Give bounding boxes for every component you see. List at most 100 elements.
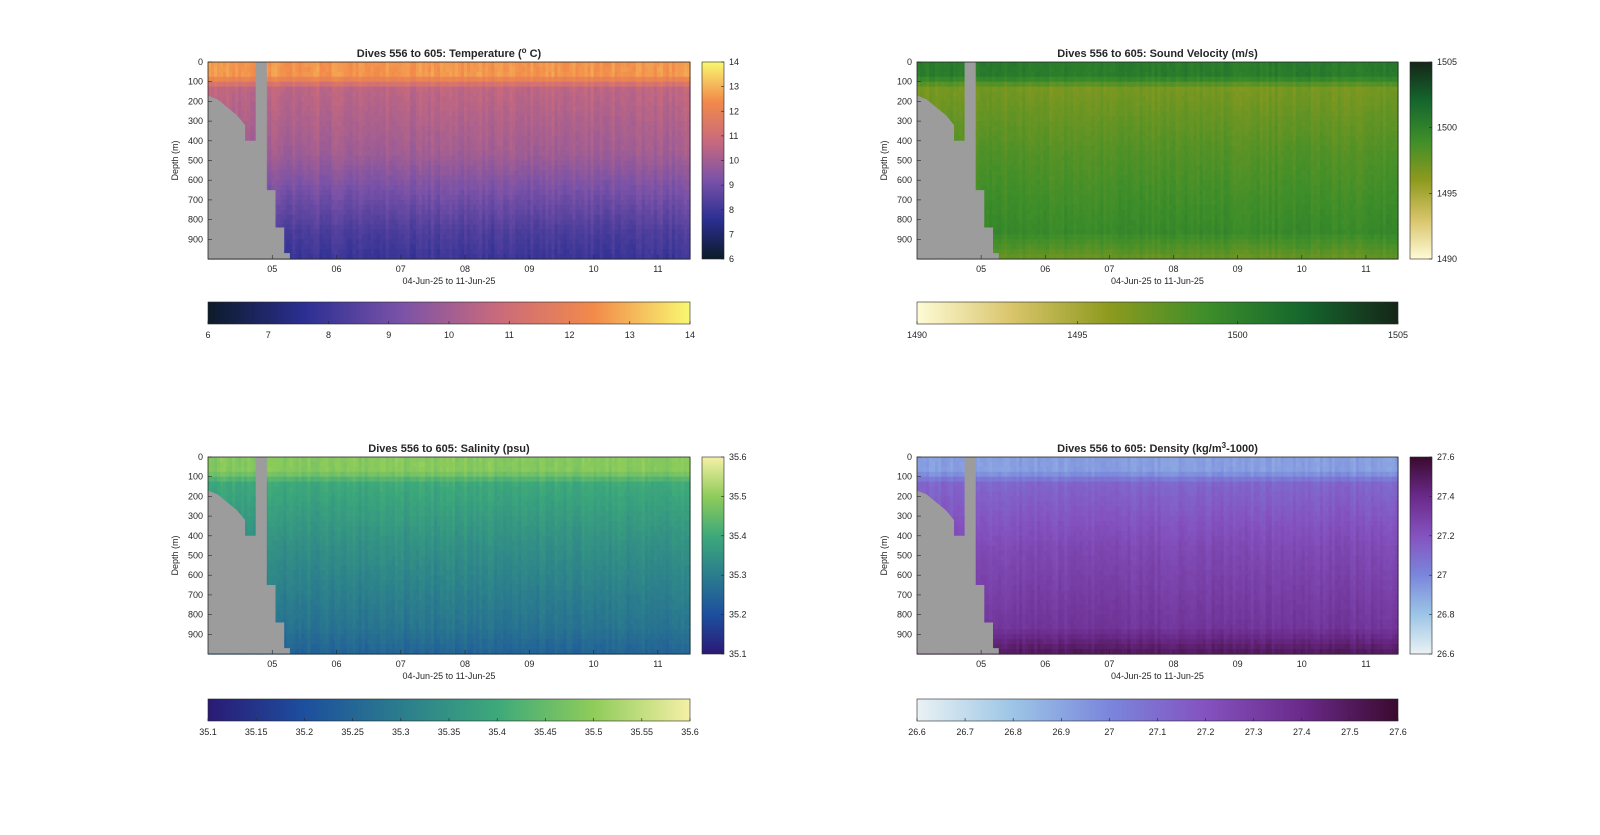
bottom-colorbar-tick: 26.8 [1004,727,1022,737]
x-tick-label: 09 [1233,264,1243,274]
bottom-colorbar-tick: 1505 [1388,330,1408,340]
bottom-colorbar-tick: 35.15 [245,727,268,737]
bottom-colorbar-tick: 12 [564,330,574,340]
bottom-colorbar-tick: 35.3 [392,727,410,737]
x-tick-label: 08 [460,264,470,274]
y-tick-label: 300 [897,116,912,126]
side-colorbar-tick: 27.6 [1437,452,1455,462]
bottom-colorbar-tick: 26.6 [908,727,926,737]
bottom-colorbar-tick: 26.7 [956,727,974,737]
x-tick-label: 11 [1361,659,1370,669]
y-tick-label: 900 [897,234,912,244]
side-colorbar [702,62,724,259]
side-colorbar-tick: 35.6 [729,452,747,462]
side-colorbar-tick: 27.4 [1437,491,1455,501]
side-colorbar-tick: 35.4 [729,531,747,541]
bottom-colorbar [917,699,1398,721]
bottom-colorbar-tick: 7 [266,330,271,340]
y-tick-label: 800 [897,610,912,620]
y-tick-label: 400 [188,136,203,146]
y-tick-label: 500 [188,551,203,561]
side-colorbar-tick: 12 [729,106,739,116]
bottom-colorbar-tick: 1495 [1067,330,1087,340]
bottom-colorbar-tick: 35.25 [341,727,364,737]
side-colorbar-tick: 9 [729,180,734,190]
y-tick-label: 600 [188,175,203,185]
y-tick-label: 600 [188,570,203,580]
x-tick-label: 08 [1169,659,1179,669]
x-tick-label: 09 [1233,659,1243,669]
side-colorbar-tick: 27.2 [1437,531,1455,541]
x-tick-label: 10 [1297,264,1307,274]
side-colorbar-tick: 35.2 [729,610,747,620]
chart-title: Dives 556 to 605: Density (kg/m3-1000) [1057,441,1258,456]
bottom-colorbar-tick: 35.6 [681,727,699,737]
bottom-colorbar-tick: 13 [625,330,635,340]
side-colorbar-tick: 35.5 [729,491,747,501]
y-axis-label: Depth (m) [879,535,889,575]
x-tick-label: 07 [396,659,406,669]
x-tick-label: 05 [267,659,277,669]
bottom-colorbar-tick: 27.5 [1341,727,1359,737]
y-tick-label: 900 [897,629,912,639]
y-tick-label: 700 [897,195,912,205]
x-tick-label: 09 [524,264,534,274]
bottom-colorbar-tick: 35.45 [534,727,557,737]
chart-title: Dives 556 to 605: Sound Velocity (m/s) [1057,48,1258,60]
x-tick-label: 10 [589,264,599,274]
y-tick-label: 900 [188,234,203,244]
y-tick-label: 400 [897,531,912,541]
side-colorbar-tick: 7 [729,229,734,239]
y-tick-label: 0 [198,452,203,462]
y-tick-label: 700 [188,195,203,205]
x-tick-label: 05 [267,264,277,274]
bottom-colorbar-tick: 35.35 [438,727,461,737]
y-tick-label: 300 [897,511,912,521]
y-tick-label: 300 [188,511,203,521]
x-axis-label: 04-Jun-25 to 11-Jun-25 [1111,671,1204,681]
bottom-colorbar-tick: 10 [444,330,454,340]
bottom-colorbar-tick: 27.4 [1293,727,1311,737]
x-tick-label: 10 [589,659,599,669]
y-axis-label: Depth (m) [170,140,180,180]
bottom-colorbar-tick: 1500 [1228,330,1248,340]
bottom-colorbar-tick: 35.4 [488,727,506,737]
y-tick-label: 600 [897,175,912,185]
side-colorbar-tick: 1505 [1437,57,1457,67]
side-colorbar [1410,457,1432,654]
bottom-colorbar-tick: 27 [1104,727,1114,737]
bottom-colorbar-tick: 6 [205,330,210,340]
y-tick-label: 500 [897,551,912,561]
side-colorbar-tick: 1500 [1437,123,1457,133]
bottom-colorbar-tick: 9 [386,330,391,340]
chart-panel-2: Dives 556 to 605: Sound Velocity (m/s)01… [879,48,1457,340]
side-colorbar-tick: 11 [729,131,738,141]
chart-panel-1: Dives 556 to 605: Temperature (o C)01002… [170,46,739,341]
x-tick-label: 11 [1361,264,1370,274]
y-tick-label: 100 [897,77,912,87]
y-axis-label: Depth (m) [170,535,180,575]
bottom-colorbar-tick: 11 [505,330,514,340]
y-tick-label: 200 [897,491,912,501]
y-tick-label: 200 [897,96,912,106]
x-tick-label: 05 [976,659,986,669]
x-tick-label: 07 [1104,264,1114,274]
x-tick-label: 06 [332,264,342,274]
bottom-colorbar-tick: 35.1 [199,727,217,737]
y-tick-label: 900 [188,629,203,639]
bottom-colorbar-tick: 27.3 [1245,727,1263,737]
side-colorbar-tick: 8 [729,205,734,215]
bottom-colorbar-tick: 26.9 [1053,727,1071,737]
bottom-colorbar-tick: 1490 [907,330,927,340]
bottom-colorbar-tick: 35.5 [585,727,603,737]
side-colorbar [702,457,724,654]
side-colorbar-tick: 10 [729,156,739,166]
bottom-colorbar-tick: 35.55 [631,727,654,737]
side-colorbar-tick: 35.3 [729,570,747,580]
bottom-colorbar-tick: 8 [326,330,331,340]
y-tick-label: 200 [188,96,203,106]
bottom-colorbar-tick: 35.2 [296,727,314,737]
side-colorbar-tick: 1490 [1437,254,1457,264]
y-tick-label: 0 [907,452,912,462]
